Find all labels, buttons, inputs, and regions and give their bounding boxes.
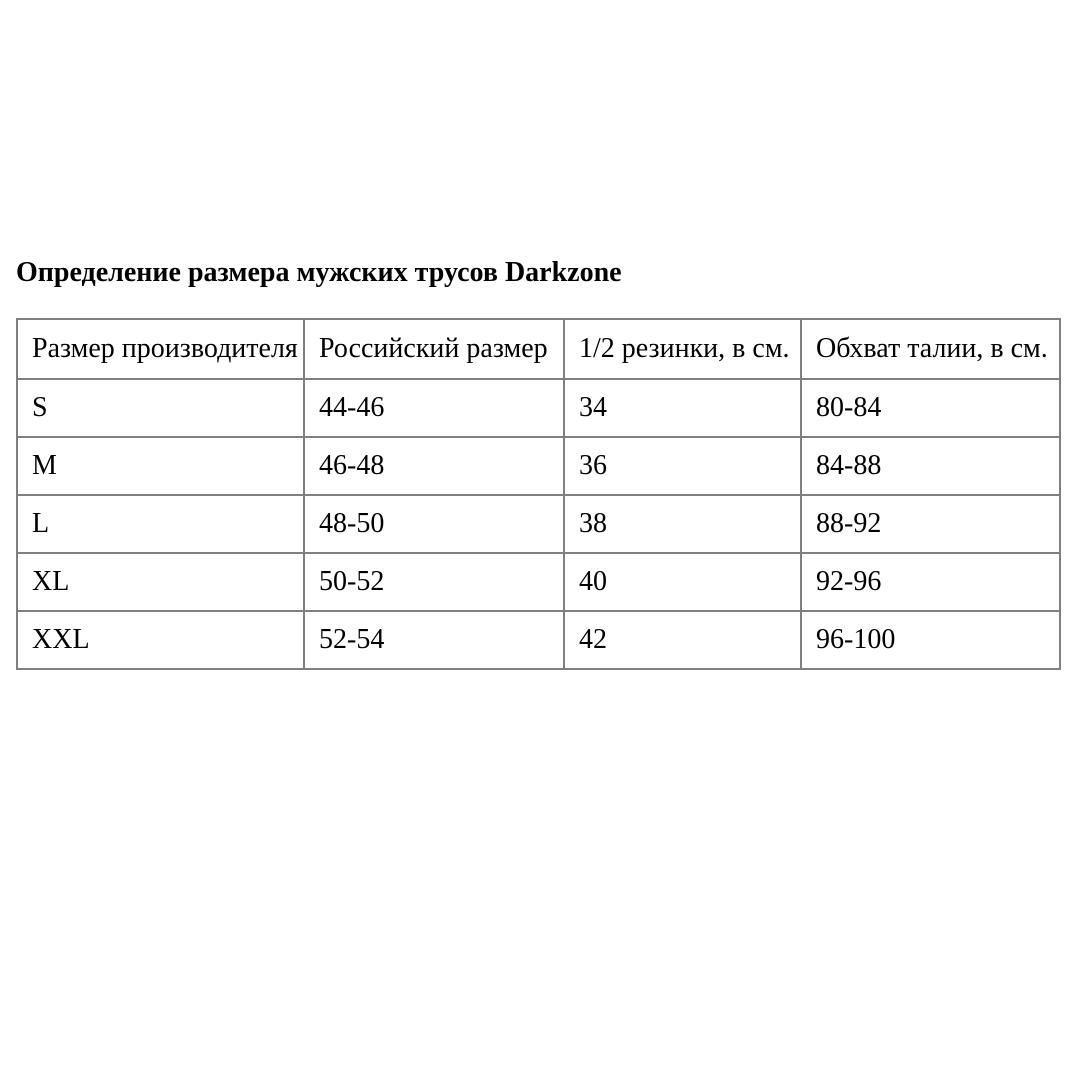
table-cell: 38: [563, 494, 802, 554]
table-cell: M: [16, 436, 305, 496]
table-row: S 44-46 34 80-84: [16, 378, 1061, 438]
table-cell: XXL: [16, 610, 305, 670]
table-cell: 40: [563, 552, 802, 612]
column-header-manufacturer-size: Размер производителя: [16, 318, 305, 380]
table-cell: 48-50: [303, 494, 565, 554]
column-header-half-elastic-cm: 1/2 резинки, в см.: [563, 318, 802, 380]
table-cell: 34: [563, 378, 802, 438]
table-row: M 46-48 36 84-88: [16, 436, 1061, 496]
table-cell: 36: [563, 436, 802, 496]
table-cell: 84-88: [800, 436, 1061, 496]
table-cell: 50-52: [303, 552, 565, 612]
table-cell: 46-48: [303, 436, 565, 496]
table-cell: 44-46: [303, 378, 565, 438]
table-row: XXL 52-54 42 96-100: [16, 610, 1061, 670]
table-cell: 96-100: [800, 610, 1061, 670]
table-cell: S: [16, 378, 305, 438]
table-header-row: Размер производителя Российский размер 1…: [16, 318, 1061, 380]
table-cell: 80-84: [800, 378, 1061, 438]
column-header-russian-size: Российский размер: [303, 318, 565, 380]
table-cell: L: [16, 494, 305, 554]
table-cell: 52-54: [303, 610, 565, 670]
column-header-waist-girth-cm: Обхват талии, в см.: [800, 318, 1061, 380]
table-cell: 88-92: [800, 494, 1061, 554]
table-row: XL 50-52 40 92-96: [16, 552, 1061, 612]
table-cell: XL: [16, 552, 305, 612]
page-title: Определение размера мужских трусов Darkz…: [16, 257, 622, 288]
table-row: L 48-50 38 88-92: [16, 494, 1061, 554]
table-cell: 42: [563, 610, 802, 670]
table-cell: 92-96: [800, 552, 1061, 612]
size-chart-table: Размер производителя Российский размер 1…: [16, 318, 1061, 670]
